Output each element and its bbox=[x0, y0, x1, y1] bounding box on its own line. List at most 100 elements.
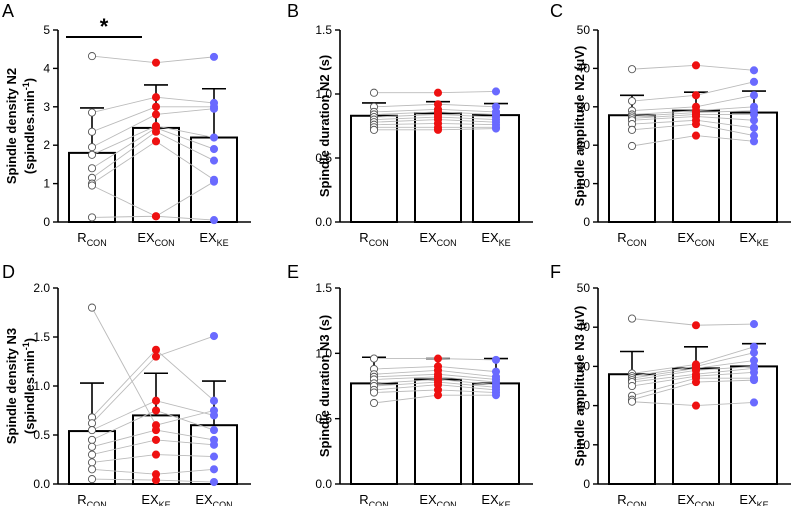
data-point bbox=[749, 77, 759, 86]
data-point bbox=[491, 124, 501, 133]
y-tick-label: 0.0 bbox=[315, 477, 332, 491]
x-tick-label-0: RCON bbox=[359, 230, 388, 248]
y-tick-label: 5 bbox=[43, 23, 50, 37]
x-tick-label-1: EXCON bbox=[419, 492, 456, 506]
y-tick-label: 0.0 bbox=[315, 215, 332, 229]
panel-label-E: E bbox=[287, 262, 299, 282]
x-tick-main: EX bbox=[419, 230, 437, 245]
x-tick-sub: CON bbox=[87, 500, 107, 506]
x-tick-sub: CON bbox=[369, 500, 389, 506]
y-tick-label: 1.0 bbox=[315, 346, 332, 360]
y-tick-label: 0 bbox=[583, 215, 590, 229]
x-tick-main: EX bbox=[481, 230, 499, 245]
data-point bbox=[151, 93, 161, 102]
x-tick-label-1: EXCON bbox=[137, 230, 174, 248]
data-point bbox=[209, 465, 219, 474]
data-point bbox=[209, 331, 219, 341]
x-tick-sub: CON bbox=[695, 500, 715, 506]
data-point bbox=[627, 397, 637, 406]
data-point bbox=[691, 401, 701, 410]
y-tick-label: 1.0 bbox=[315, 87, 332, 101]
data-point bbox=[627, 381, 637, 391]
x-tick-main: EX bbox=[677, 492, 695, 506]
x-tick-sub: KE bbox=[499, 500, 511, 506]
data-point bbox=[151, 345, 161, 354]
y-tick-label: 50 bbox=[577, 281, 591, 295]
data-point bbox=[691, 378, 701, 387]
y-tick-label: 3 bbox=[43, 100, 50, 114]
y-axis-units-main: (spindles.min bbox=[22, 350, 37, 434]
data-point bbox=[369, 388, 379, 397]
y-tick-label: 30 bbox=[577, 359, 591, 373]
data-point bbox=[151, 58, 161, 67]
data-point bbox=[369, 88, 379, 97]
data-point bbox=[87, 52, 97, 61]
data-point bbox=[433, 391, 443, 400]
data-point bbox=[749, 348, 759, 357]
data-point bbox=[151, 450, 161, 459]
data-point bbox=[151, 426, 161, 435]
x-tick-sub: CON bbox=[437, 500, 457, 506]
y-tick-label: 1.5 bbox=[33, 330, 50, 344]
data-point bbox=[151, 110, 161, 119]
data-point bbox=[87, 303, 97, 312]
y-axis-label: Spindle duration N2 (s) bbox=[317, 55, 332, 197]
x-tick-sub: KE bbox=[217, 238, 229, 248]
x-tick-label-2: EXKE bbox=[199, 230, 228, 248]
data-point bbox=[691, 61, 701, 70]
data-point bbox=[151, 396, 161, 405]
data-point bbox=[627, 65, 637, 74]
x-tick-label-1: EXKE bbox=[141, 492, 170, 506]
y-axis-label: Spindle amplitude N3 (µV) bbox=[572, 306, 587, 467]
data-point bbox=[627, 314, 637, 323]
x-tick-label-2: EXCON bbox=[195, 492, 232, 506]
y-tick-label: 0.5 bbox=[33, 428, 50, 442]
data-point bbox=[433, 88, 443, 97]
x-tick-main: EX bbox=[739, 492, 757, 506]
data-point bbox=[433, 125, 443, 134]
data-point bbox=[209, 104, 219, 113]
data-point bbox=[749, 137, 759, 146]
x-tick-sub: KE bbox=[499, 238, 511, 248]
data-point bbox=[209, 216, 219, 225]
x-tick-label-1: EXCON bbox=[677, 230, 714, 248]
y-tick-label: 10 bbox=[577, 177, 591, 191]
data-point bbox=[87, 213, 97, 222]
panel-D: D Spindle density N3 (spindles.min-1) 0.0 0.… bbox=[2, 262, 251, 506]
x-tick-sub: KE bbox=[757, 500, 769, 506]
x-tick-main: R bbox=[77, 492, 86, 506]
x-tick-main: R bbox=[617, 230, 626, 245]
data-point bbox=[209, 52, 219, 61]
data-point bbox=[209, 411, 219, 420]
x-tick-sub: CON bbox=[437, 238, 457, 248]
x-tick-main: EX bbox=[481, 492, 499, 506]
x-tick-main: R bbox=[359, 230, 368, 245]
x-tick-sub: CON bbox=[627, 500, 647, 506]
data-point bbox=[87, 475, 97, 484]
panel-label-C: C bbox=[550, 1, 563, 21]
bar-2 bbox=[472, 114, 520, 223]
x-tick-main: R bbox=[77, 230, 86, 245]
x-tick-main: EX bbox=[419, 492, 437, 506]
x-tick-main: EX bbox=[199, 230, 217, 245]
x-tick-main: EX bbox=[141, 492, 159, 506]
y-axis-label: Spindle amplitude N2 (µV) bbox=[572, 46, 587, 207]
data-point bbox=[151, 406, 161, 415]
y-tick-label: 20 bbox=[577, 399, 591, 413]
x-tick-sub: KE bbox=[159, 500, 171, 506]
data-point bbox=[749, 123, 759, 132]
bar-0 bbox=[350, 382, 398, 485]
panel-label-D: D bbox=[2, 262, 15, 282]
data-point bbox=[749, 66, 759, 75]
x-tick-label-0: RCON bbox=[359, 492, 388, 506]
data-point bbox=[749, 320, 759, 329]
x-tick-sub: CON bbox=[627, 238, 647, 248]
data-point bbox=[87, 426, 97, 435]
data-point bbox=[491, 355, 501, 364]
data-point bbox=[87, 127, 97, 136]
y-axis-label-units: (spindles.min-1) bbox=[21, 338, 37, 434]
